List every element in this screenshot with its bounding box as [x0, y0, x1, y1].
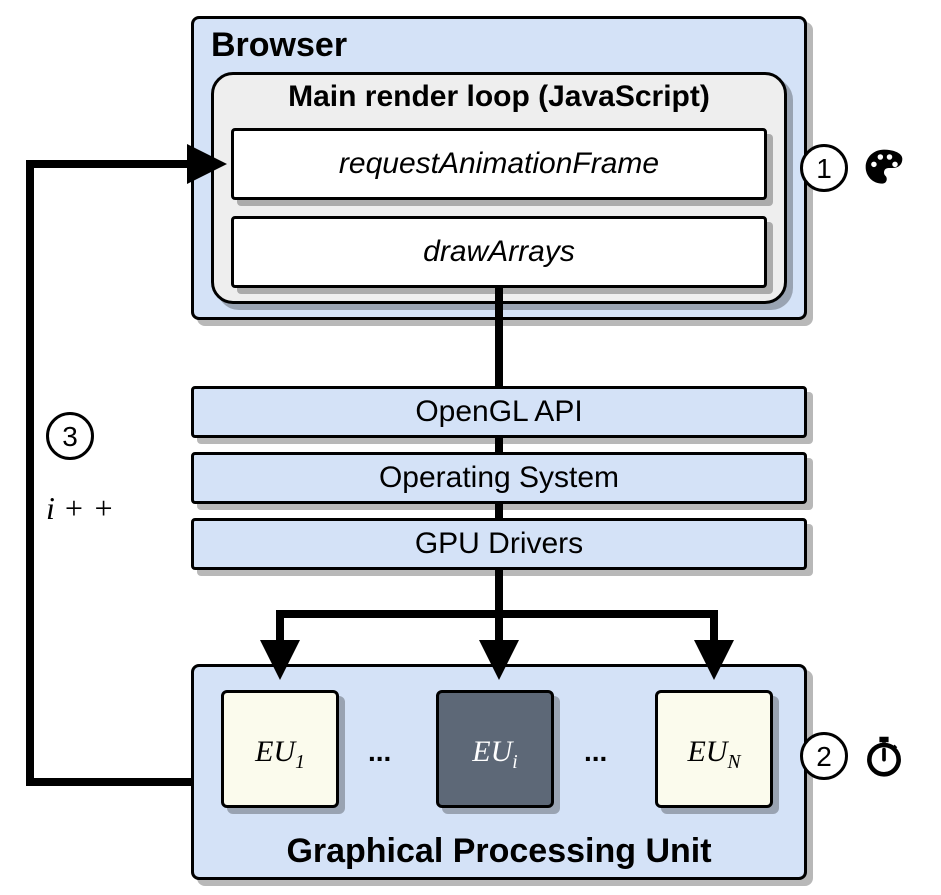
gpu-title: Graphical Processing Unit [191, 832, 807, 871]
dots-2: ... [584, 736, 607, 768]
render-loop-title: Main render loop (JavaScript) [211, 80, 787, 114]
palette-icon [862, 146, 906, 190]
draw-label: drawArrays [231, 216, 767, 288]
dots-1: ... [368, 736, 391, 768]
stopwatch-icon [862, 734, 906, 778]
opengl-label: OpenGL API [191, 386, 807, 438]
badge-2-circle: 2 [800, 732, 848, 780]
raf-label: requestAnimationFrame [231, 128, 767, 200]
os-label: Operating System [191, 452, 807, 504]
eu-n-box: EUN [655, 690, 773, 808]
badge-1-circle: 1 [800, 144, 848, 192]
eu-i-box: EUi [436, 690, 554, 808]
drivers-label: GPU Drivers [191, 518, 807, 570]
browser-title: Browser [211, 26, 347, 65]
increment-math: i + + [46, 490, 114, 527]
eu-1-box: EU1 [221, 690, 339, 808]
badge-3-circle: 3 [46, 412, 94, 460]
